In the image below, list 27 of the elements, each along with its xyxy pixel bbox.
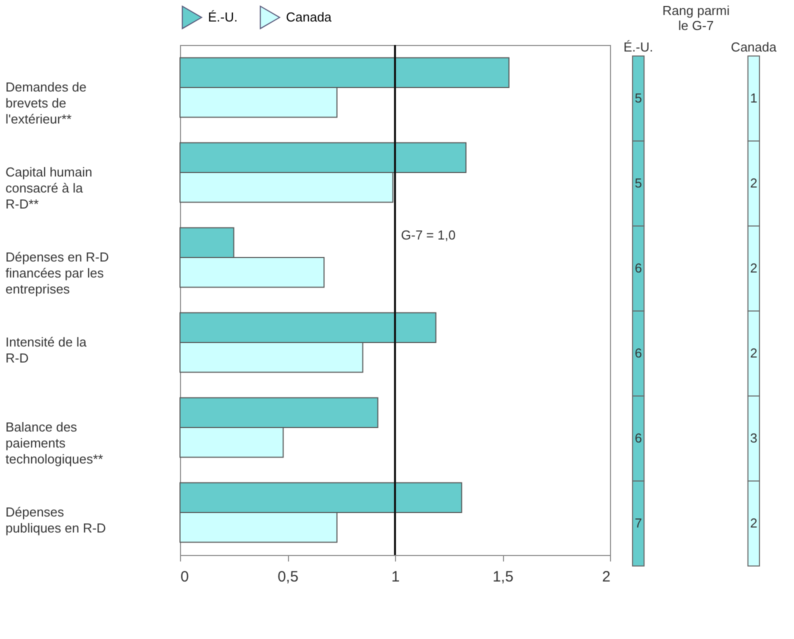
data-label: 1 — [750, 90, 758, 106]
data-label: 2 — [750, 516, 758, 530]
data-label: 5 — [634, 176, 642, 190]
legend-label: Canada — [286, 9, 332, 24]
legend-label: É.-U. — [208, 9, 238, 24]
data-label: 2 — [750, 346, 758, 360]
data-label: 7 — [634, 516, 642, 530]
data-label: 2 — [750, 176, 758, 190]
y-tick-label: Dépenses en R-D financées par les entreprises — [6, 250, 109, 296]
y-tick-label: Intensité de la R-D — [6, 334, 88, 366]
data-label: 3 — [750, 430, 758, 446]
ref-line-label: G-7 = 1,0 — [401, 228, 456, 242]
y-tick-label: Capital humain consacré à la R-D** — [6, 164, 92, 212]
x-tick-label: 1 — [391, 568, 400, 586]
data-label: 5 — [634, 90, 642, 106]
y-tick-label: Dépenses publiques en R-D — [6, 504, 106, 536]
data-label: 6 — [634, 260, 642, 276]
data-label: 2 — [750, 260, 758, 276]
x-tick-label: 1,5 — [492, 568, 514, 586]
x-tick-label: 0 — [180, 568, 189, 586]
y-tick-label: Balance des paiements technologiques** — [6, 420, 104, 466]
x-tick-label: 2 — [602, 568, 610, 586]
data-label: 6 — [634, 346, 642, 360]
data-label: 6 — [634, 430, 642, 446]
x-tick-label: 0,5 — [278, 568, 298, 586]
y-tick-label: Demandes de brevets de l'extérieur** — [6, 80, 86, 126]
chart-title: Rang parmi le G-7 — [662, 3, 730, 33]
